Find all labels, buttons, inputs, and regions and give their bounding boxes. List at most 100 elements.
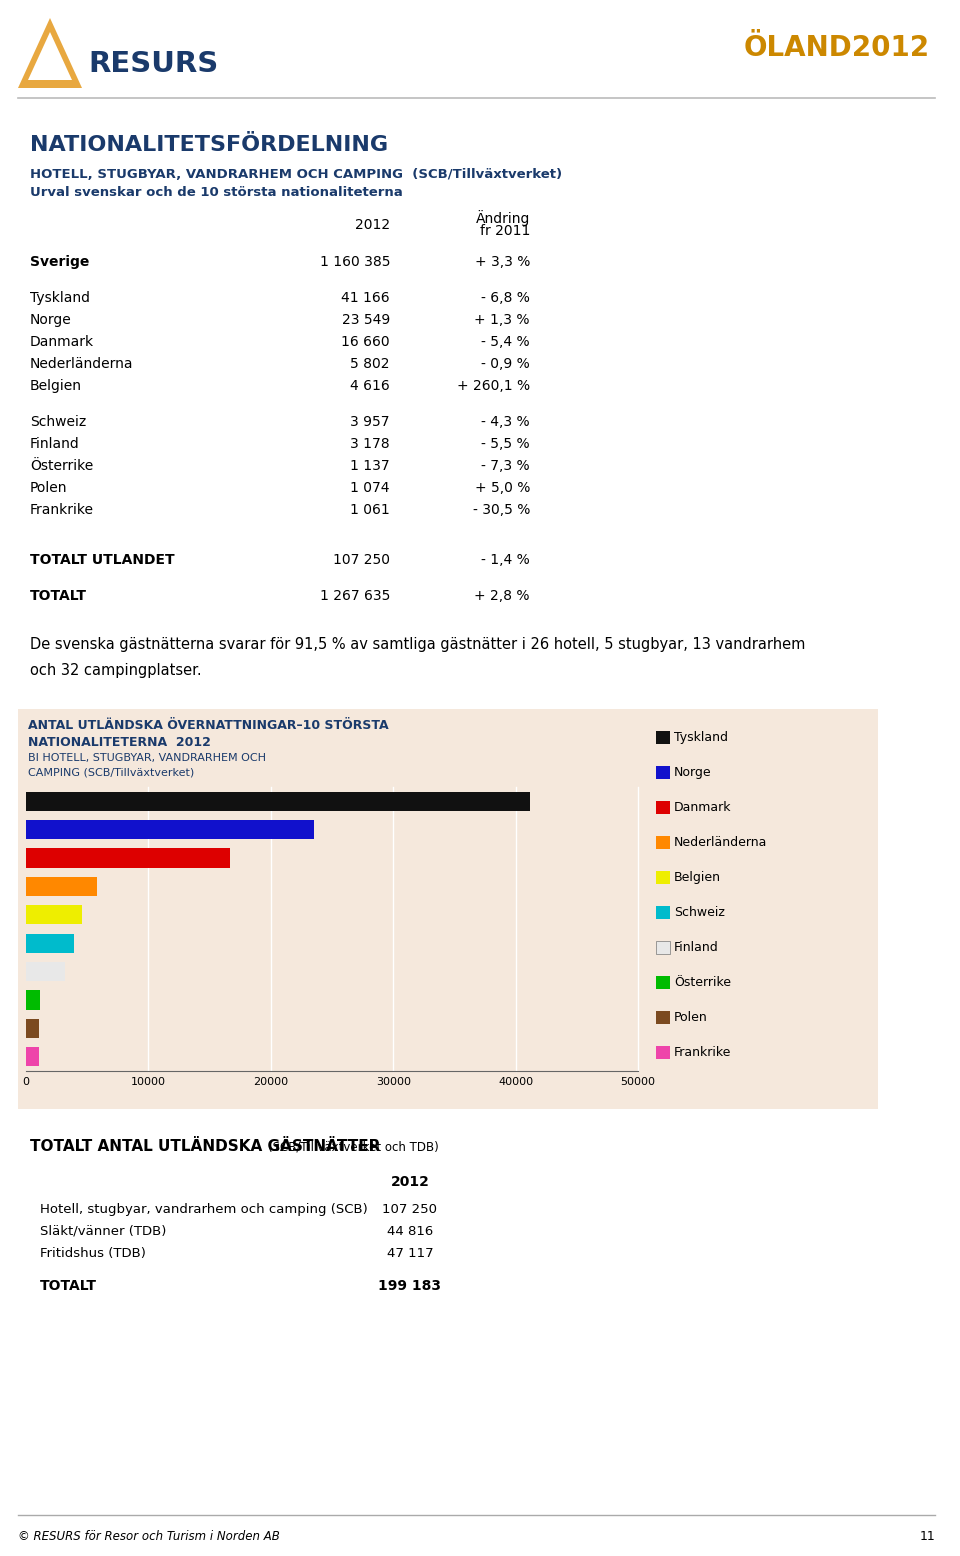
Text: 40000: 40000 <box>498 1077 533 1088</box>
Bar <box>26 1047 39 1066</box>
Text: Schweiz: Schweiz <box>674 906 725 920</box>
Text: 30000: 30000 <box>375 1077 411 1088</box>
Text: 107 250: 107 250 <box>382 1203 438 1215</box>
Text: BI HOTELL, STUGBYAR, VANDRARHEM OCH: BI HOTELL, STUGBYAR, VANDRARHEM OCH <box>28 753 266 762</box>
Text: 199 183: 199 183 <box>378 1279 442 1293</box>
Text: Norge: Norge <box>30 313 72 327</box>
Text: HOTELL, STUGBYAR, VANDRARHEM OCH CAMPING  (SCB/Tillväxtverket): HOTELL, STUGBYAR, VANDRARHEM OCH CAMPING… <box>30 168 563 180</box>
Text: 11: 11 <box>920 1530 935 1544</box>
Text: 1 137: 1 137 <box>350 459 390 473</box>
Text: - 5,4 %: - 5,4 % <box>481 335 530 349</box>
Text: Hotell, stugbyar, vandrarhem och camping (SCB): Hotell, stugbyar, vandrarhem och camping… <box>40 1203 368 1215</box>
Text: Danmark: Danmark <box>30 335 94 349</box>
Text: - 7,3 %: - 7,3 % <box>481 459 530 473</box>
Bar <box>26 820 314 839</box>
Text: 20000: 20000 <box>253 1077 288 1088</box>
Text: Nederländerna: Nederländerna <box>30 356 133 370</box>
Text: Sverige: Sverige <box>30 255 89 269</box>
Text: Ändring: Ändring <box>475 210 530 226</box>
Text: - 1,4 %: - 1,4 % <box>481 552 530 566</box>
Text: fr 2011: fr 2011 <box>480 224 530 238</box>
Bar <box>26 792 530 811</box>
Text: 10000: 10000 <box>131 1077 166 1088</box>
Bar <box>656 941 670 954</box>
Bar <box>656 836 670 850</box>
Text: 16 660: 16 660 <box>342 335 390 349</box>
Text: 44 816: 44 816 <box>387 1225 433 1239</box>
Text: + 260,1 %: + 260,1 % <box>457 380 530 394</box>
Bar <box>26 906 83 924</box>
Text: Danmark: Danmark <box>674 801 732 814</box>
Text: Tyskland: Tyskland <box>674 731 728 744</box>
Text: + 3,3 %: + 3,3 % <box>474 255 530 269</box>
Bar <box>26 876 97 896</box>
Text: + 5,0 %: + 5,0 % <box>474 481 530 495</box>
Text: och 32 campingplatser.: och 32 campingplatser. <box>30 663 202 678</box>
Text: Schweiz: Schweiz <box>30 415 86 429</box>
Text: RESURS: RESURS <box>88 50 218 78</box>
Polygon shape <box>18 19 82 89</box>
Bar <box>26 1019 39 1038</box>
Text: Nederländerna: Nederländerna <box>674 836 767 850</box>
Text: 4 616: 4 616 <box>350 380 390 394</box>
Text: 1 267 635: 1 267 635 <box>320 590 390 604</box>
Text: NATIONALITETSFÖRDELNING: NATIONALITETSFÖRDELNING <box>30 135 388 156</box>
Text: 5 802: 5 802 <box>350 356 390 370</box>
Text: © RESURS för Resor och Turism i Norden AB: © RESURS för Resor och Turism i Norden A… <box>18 1530 279 1544</box>
Text: De svenska gästnätterna svarar för 91,5 % av samtliga gästnätter i 26 hotell, 5 : De svenska gästnätterna svarar för 91,5 … <box>30 636 805 652</box>
Text: NATIONALITETERNA  2012: NATIONALITETERNA 2012 <box>28 736 211 748</box>
Text: Polen: Polen <box>30 481 67 495</box>
Bar <box>656 976 670 990</box>
Bar <box>656 731 670 744</box>
Polygon shape <box>28 33 72 79</box>
Text: 2012: 2012 <box>391 1175 429 1189</box>
Text: 23 549: 23 549 <box>342 313 390 327</box>
Bar <box>656 1046 670 1060</box>
Text: 1 061: 1 061 <box>350 503 390 517</box>
Bar <box>26 848 229 868</box>
Bar <box>26 990 40 1010</box>
Bar <box>656 1011 670 1024</box>
Text: Finland: Finland <box>674 941 719 954</box>
Bar <box>656 766 670 780</box>
Text: Österrike: Österrike <box>30 459 93 473</box>
Text: TOTALT: TOTALT <box>30 590 87 604</box>
Text: (SCB/Tillväxtverket och TDB): (SCB/Tillväxtverket och TDB) <box>268 1141 439 1155</box>
Text: CAMPING (SCB/Tillväxtverket): CAMPING (SCB/Tillväxtverket) <box>28 767 194 776</box>
Text: 1 160 385: 1 160 385 <box>320 255 390 269</box>
Bar <box>656 906 670 920</box>
Text: Frankrike: Frankrike <box>674 1046 732 1060</box>
Text: Österrike: Österrike <box>674 976 731 990</box>
Text: + 2,8 %: + 2,8 % <box>474 590 530 604</box>
Text: Polen: Polen <box>674 1011 708 1024</box>
Bar <box>26 962 65 982</box>
Text: Urval svenskar och de 10 största nationaliteterna: Urval svenskar och de 10 största nationa… <box>30 187 403 199</box>
Text: 107 250: 107 250 <box>333 552 390 566</box>
Text: Släkt/vänner (TDB): Släkt/vänner (TDB) <box>40 1225 166 1239</box>
Bar <box>656 871 670 884</box>
Text: - 30,5 %: - 30,5 % <box>472 503 530 517</box>
Text: ANTAL UTLÄNDSKA ÖVERNATTNINGAR–10 STÖRSTA: ANTAL UTLÄNDSKA ÖVERNATTNINGAR–10 STÖRST… <box>28 719 389 731</box>
Text: TOTALT UTLANDET: TOTALT UTLANDET <box>30 552 175 566</box>
Text: 0: 0 <box>22 1077 30 1088</box>
Text: 47 117: 47 117 <box>387 1246 433 1260</box>
Bar <box>26 934 75 952</box>
Text: + 1,3 %: + 1,3 % <box>474 313 530 327</box>
Text: Finland: Finland <box>30 437 80 451</box>
Text: TOTALT: TOTALT <box>40 1279 97 1293</box>
Text: 3 178: 3 178 <box>350 437 390 451</box>
Text: Fritidshus (TDB): Fritidshus (TDB) <box>40 1246 146 1260</box>
Text: Norge: Norge <box>674 766 711 780</box>
Text: ÖLAND2012: ÖLAND2012 <box>744 34 930 62</box>
Bar <box>656 801 670 814</box>
Text: 41 166: 41 166 <box>342 291 390 305</box>
Text: 2012: 2012 <box>355 218 390 232</box>
Text: Tyskland: Tyskland <box>30 291 90 305</box>
Text: TOTALT ANTAL UTLÄNDSKA GÄSTNÄTTER: TOTALT ANTAL UTLÄNDSKA GÄSTNÄTTER <box>30 1139 380 1155</box>
Text: 3 957: 3 957 <box>350 415 390 429</box>
Text: - 0,9 %: - 0,9 % <box>481 356 530 370</box>
Text: 1 074: 1 074 <box>350 481 390 495</box>
Text: - 4,3 %: - 4,3 % <box>481 415 530 429</box>
Text: 50000: 50000 <box>620 1077 656 1088</box>
Text: Belgien: Belgien <box>674 871 721 884</box>
